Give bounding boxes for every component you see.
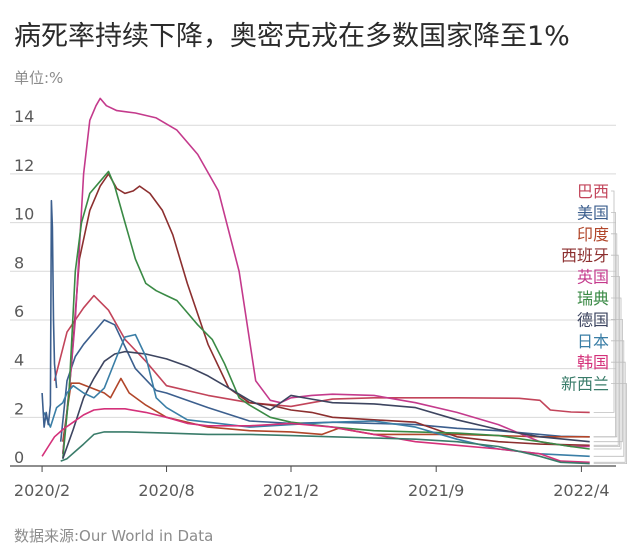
y-tick-label-10: 10 xyxy=(14,205,34,224)
legend-label-0: 巴西 xyxy=(577,182,609,201)
y-tick-label-8: 8 xyxy=(14,253,24,272)
x-tick-label-4: 2022/4 xyxy=(553,481,609,500)
legend-label-2: 印度 xyxy=(577,225,609,244)
series-line-6 xyxy=(62,350,590,459)
legend-label-1: 美国 xyxy=(577,203,609,222)
legend-label-6: 德国 xyxy=(577,310,609,329)
legend-label-3: 西班牙 xyxy=(561,246,609,265)
legend-connector-9 xyxy=(593,383,627,464)
y-tick-label-14: 14 xyxy=(14,107,34,126)
series-spike-line-0 xyxy=(41,199,58,428)
legend-connector-4 xyxy=(593,276,620,447)
legend-label-4: 英国 xyxy=(577,268,609,287)
y-tick-label-12: 12 xyxy=(14,156,34,175)
x-tick-label-2: 2021/2 xyxy=(263,481,319,500)
series-line-5 xyxy=(62,170,590,459)
series-line-4 xyxy=(62,97,590,454)
series-line-8 xyxy=(41,408,590,464)
series-line-0 xyxy=(53,294,590,414)
legend-connector-5 xyxy=(593,297,622,450)
series-line-9 xyxy=(60,431,590,465)
source-note: 数据来源:Our World in Data xyxy=(14,527,214,545)
series-line-7 xyxy=(43,333,590,458)
y-tick-label-4: 4 xyxy=(14,351,24,370)
legend-label-8: 韩国 xyxy=(577,353,609,372)
x-tick-label-3: 2021/9 xyxy=(408,481,464,500)
y-tick-label-0: 0 xyxy=(14,448,24,467)
legend-connector-3 xyxy=(593,254,619,446)
legend-connector-8 xyxy=(593,361,626,463)
legend-connector-7 xyxy=(593,340,625,457)
legend-connector-6 xyxy=(593,319,623,443)
x-tick-label-0: 2020/2 xyxy=(14,481,70,500)
y-tick-label-2: 2 xyxy=(14,399,24,418)
series-line-3 xyxy=(62,173,590,454)
legend-label-7: 日本 xyxy=(577,332,609,351)
x-tick-label-1: 2020/8 xyxy=(138,481,194,500)
chart-title: 病死率持续下降，奥密克戎在多数国家降至1% xyxy=(14,21,570,52)
legend-connector-0 xyxy=(593,190,615,413)
legend-connector-2 xyxy=(593,233,618,438)
y-axis-unit-label: 单位:% xyxy=(14,69,64,87)
series-line-1 xyxy=(59,319,590,442)
legend-label-5: 瑞典 xyxy=(577,289,609,308)
y-tick-label-6: 6 xyxy=(14,302,24,321)
legend-label-9: 新西兰 xyxy=(561,375,609,394)
